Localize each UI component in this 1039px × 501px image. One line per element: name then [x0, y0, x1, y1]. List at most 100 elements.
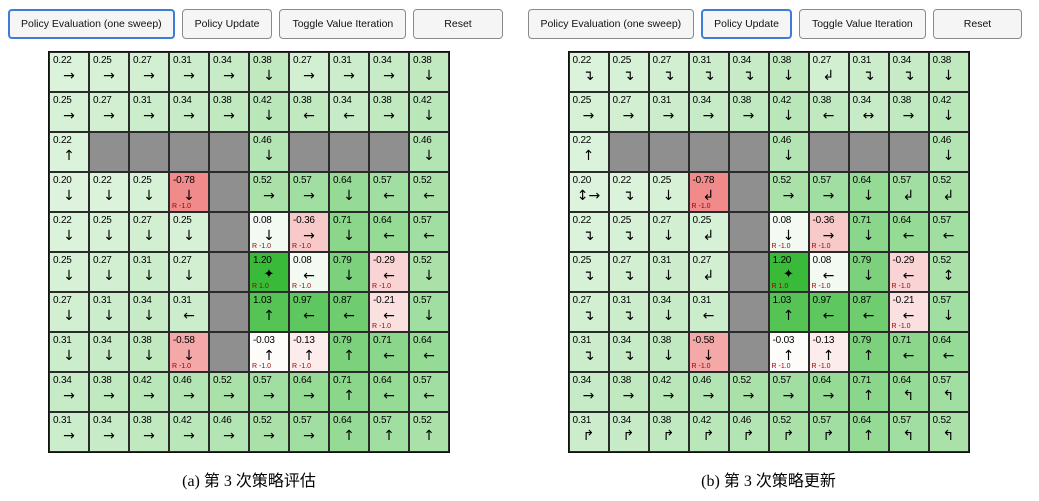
- grid-cell[interactable]: 0.25 →: [568, 92, 609, 132]
- grid-cell[interactable]: 0.57 ↱: [808, 412, 849, 452]
- grid-cell[interactable]: 0.08 ↓ R -1.0: [249, 212, 289, 252]
- grid-cell[interactable]: 0.25 ↓: [129, 172, 169, 212]
- grid-cell[interactable]: 0.27 ↴: [648, 52, 689, 92]
- grid-cell[interactable]: 0.34 ↱: [608, 412, 649, 452]
- grid-cell[interactable]: 0.64 ↑: [329, 412, 369, 452]
- grid-cell[interactable]: 0.79 ↑: [329, 332, 369, 372]
- grid-cell[interactable]: 0.38 ↓: [409, 52, 449, 92]
- grid-cell[interactable]: 0.31 →: [329, 52, 369, 92]
- grid-cell[interactable]: 0.46 →: [688, 372, 729, 412]
- grid-cell[interactable]: 0.22 ↴: [568, 212, 609, 252]
- grid-cell[interactable]: 0.38 →: [89, 372, 129, 412]
- grid-cell[interactable]: 0.25 ↴: [608, 52, 649, 92]
- grid-cell[interactable]: 0.38 →: [209, 92, 249, 132]
- grid-cell[interactable]: 0.38 ←: [808, 92, 849, 132]
- reset-button[interactable]: Reset: [413, 9, 503, 39]
- grid-cell[interactable]: 0.57 →: [808, 172, 849, 212]
- grid-cell[interactable]: 0.57 ↰: [928, 372, 969, 412]
- grid-cell[interactable]: 0.38 ↱: [648, 412, 689, 452]
- policy-evaluation-button[interactable]: Policy Evaluation (one sweep): [8, 9, 175, 39]
- grid-cell[interactable]: 0.22 ↓: [89, 172, 129, 212]
- grid-cell[interactable]: 0.42 ↓: [928, 92, 969, 132]
- grid-cell[interactable]: 0.87 ←: [848, 292, 889, 332]
- grid-cell[interactable]: 0.42 ↓: [249, 92, 289, 132]
- grid-cell[interactable]: 0.25 ↲: [688, 212, 729, 252]
- grid-cell[interactable]: 0.34 →: [89, 412, 129, 452]
- grid-cell[interactable]: 0.25 ↴: [568, 252, 609, 292]
- grid-cell[interactable]: 0.27 ↓: [648, 212, 689, 252]
- grid-cell[interactable]: 0.57 ←: [409, 372, 449, 412]
- grid-cell[interactable]: 0.42 →: [169, 412, 209, 452]
- grid-cell[interactable]: 0.27 ↓: [129, 212, 169, 252]
- grid-cell[interactable]: 0.57 →: [289, 412, 329, 452]
- grid-cell[interactable]: 0.38 ↓: [648, 332, 689, 372]
- grid-cell[interactable]: 0.38 ↓: [249, 52, 289, 92]
- grid-cell[interactable]: 0.64 ↓: [329, 172, 369, 212]
- grid-cell[interactable]: 0.57 ↰: [888, 412, 929, 452]
- grid-cell[interactable]: 0.52 →: [249, 172, 289, 212]
- grid-cell[interactable]: 0.52 →: [249, 412, 289, 452]
- grid-cell[interactable]: 0.38 →: [129, 412, 169, 452]
- grid-cell[interactable]: 0.57 ↓: [409, 292, 449, 332]
- grid-cell[interactable]: 0.34 ↓: [89, 332, 129, 372]
- grid-cell[interactable]: 0.42 →: [648, 372, 689, 412]
- grid-cell[interactable]: 0.38 ↓: [928, 52, 969, 92]
- grid-cell[interactable]: 0.20 ↕→: [568, 172, 609, 212]
- grid-cell[interactable]: -0.36 → R -1.0: [808, 212, 849, 252]
- grid-cell[interactable]: 0.31 ↱: [568, 412, 609, 452]
- grid-cell[interactable]: 0.27 ↴: [568, 292, 609, 332]
- grid-cell[interactable]: 0.27 ↓: [49, 292, 89, 332]
- toggle-value-iteration-button[interactable]: Toggle Value Iteration: [279, 9, 407, 39]
- grid-cell[interactable]: 0.31 ←: [169, 292, 209, 332]
- grid-cell[interactable]: 0.52 →: [209, 372, 249, 412]
- grid-cell[interactable]: 0.38 ↓: [129, 332, 169, 372]
- grid-cell[interactable]: 0.31 →: [49, 412, 89, 452]
- grid-cell[interactable]: 0.57 →: [768, 372, 809, 412]
- grid-cell[interactable]: 0.71 ←: [369, 332, 409, 372]
- grid-cell[interactable]: 0.38 →: [728, 92, 769, 132]
- grid-cell[interactable]: -0.13 ↑ R -1.0: [289, 332, 329, 372]
- policy-evaluation-button[interactable]: Policy Evaluation (one sweep): [527, 9, 695, 39]
- grid-cell[interactable]: 0.64 ←: [369, 372, 409, 412]
- grid-cell[interactable]: 0.52 →: [728, 372, 769, 412]
- grid-cell[interactable]: 0.34 ←: [329, 92, 369, 132]
- grid-cell[interactable]: 0.64 ↰: [888, 372, 929, 412]
- grid-cell[interactable]: 0.64 ←: [409, 332, 449, 372]
- grid-cell[interactable]: 0.25 ↓: [89, 212, 129, 252]
- reset-button[interactable]: Reset: [932, 9, 1023, 39]
- grid-cell[interactable]: 0.22 ↴: [608, 172, 649, 212]
- grid-cell[interactable]: -0.03 ↑ R -1.0: [768, 332, 809, 372]
- grid-cell[interactable]: 0.25 ↓: [648, 172, 689, 212]
- grid-cell[interactable]: 0.52 →: [768, 172, 809, 212]
- grid-cell[interactable]: 0.46 ↓: [249, 132, 289, 172]
- grid-cell[interactable]: 0.08 ← R -1.0: [289, 252, 329, 292]
- grid-cell[interactable]: 0.34 ↓: [648, 292, 689, 332]
- grid-cell[interactable]: -0.21 ← R -1.0: [888, 292, 929, 332]
- grid-cell[interactable]: -0.29 ← R -1.0: [369, 252, 409, 292]
- grid-cell[interactable]: 0.31 ↓: [129, 252, 169, 292]
- grid-cell[interactable]: 0.27 →: [289, 52, 329, 92]
- grid-cell[interactable]: 0.08 ↓ R -1.0: [768, 212, 809, 252]
- grid-cell[interactable]: 0.25 ↓: [49, 252, 89, 292]
- grid-cell[interactable]: 0.64 ↓: [848, 172, 889, 212]
- grid-cell[interactable]: 0.71 ↑: [848, 372, 889, 412]
- grid-cell[interactable]: 0.79 ↓: [329, 252, 369, 292]
- grid-cell[interactable]: 0.31 ↴: [568, 332, 609, 372]
- grid-cell[interactable]: 0.31 ↓: [648, 252, 689, 292]
- grid-cell[interactable]: 0.27 ↴: [608, 252, 649, 292]
- grid-cell[interactable]: -0.58 ↓ R -1.0: [688, 332, 729, 372]
- grid-cell[interactable]: 0.22 ↑: [49, 132, 89, 172]
- grid-cell[interactable]: 0.27 →: [89, 92, 129, 132]
- goal-cell[interactable]: 1.20 ✦ R 1.0: [249, 252, 289, 292]
- grid-cell[interactable]: -0.36 → R -1.0: [289, 212, 329, 252]
- grid-cell[interactable]: 0.87 ←: [329, 292, 369, 332]
- grid-cell[interactable]: 0.57 →: [289, 172, 329, 212]
- grid-cell[interactable]: 0.57 →: [249, 372, 289, 412]
- grid-cell[interactable]: 0.42 →: [129, 372, 169, 412]
- goal-cell[interactable]: 1.20 ✦ R 1.0: [768, 252, 809, 292]
- grid-cell[interactable]: 0.31 →: [129, 92, 169, 132]
- grid-cell[interactable]: 0.22 ↴: [568, 52, 609, 92]
- grid-cell[interactable]: 0.22 ↓: [49, 212, 89, 252]
- grid-cell[interactable]: 0.38 ←: [289, 92, 329, 132]
- grid-cell[interactable]: 0.31 ↴: [608, 292, 649, 332]
